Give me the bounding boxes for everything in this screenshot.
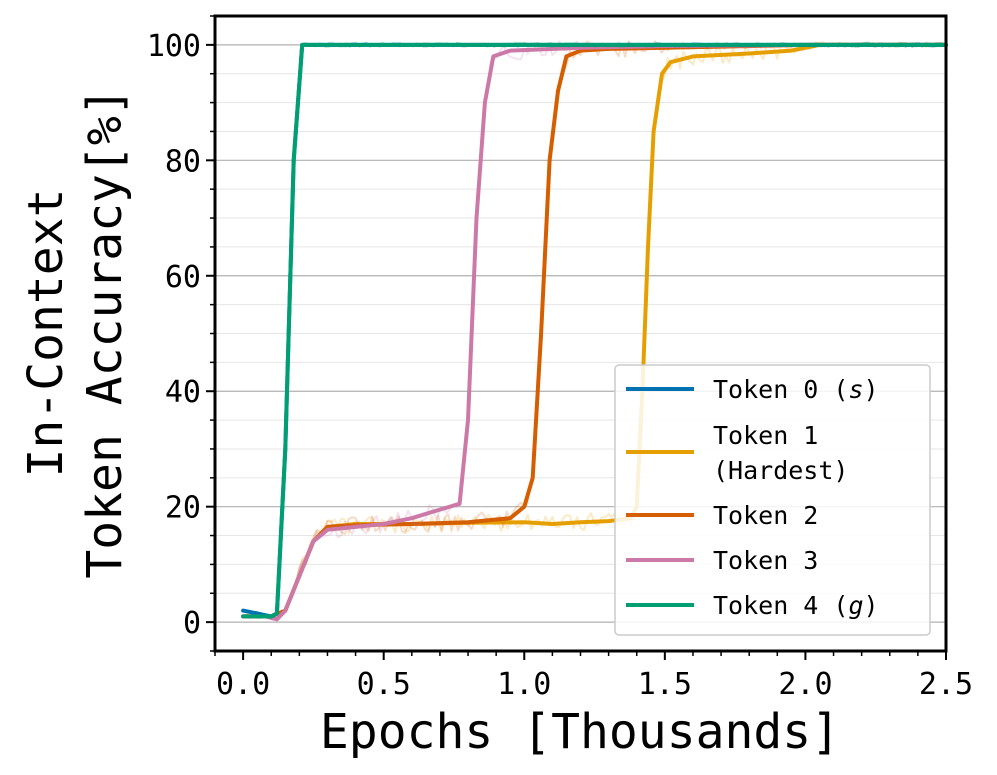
- tick-labels: 0 20 40 60 80 100 0.0 0.5 1.0 1.5 2.0 2.5: [147, 29, 973, 702]
- legend-entry-label: Token 0 (s): [713, 375, 879, 404]
- legend-entry-label: (Hardest): [713, 456, 848, 485]
- y-tick-label: 80: [165, 144, 201, 179]
- x-tick-label: 0.0: [216, 667, 270, 702]
- y-tick-label: 20: [165, 491, 201, 526]
- legend-label-part: Token 4 (: [713, 591, 848, 620]
- y-tick-label: 0: [183, 606, 201, 641]
- legend-label-part: Token 0 (: [713, 375, 848, 404]
- series-lines: [241, 40, 948, 622]
- y-tick-label: 60: [165, 260, 201, 295]
- y-axis-label-line-1: In-Context: [18, 189, 74, 478]
- legend-box: [614, 364, 931, 636]
- legend-entry-label: Token 3: [713, 546, 818, 575]
- legend-label-symbol: s: [848, 375, 863, 404]
- x-tick-label: 2.0: [778, 667, 832, 702]
- series-line: [241, 42, 948, 622]
- legend-entry-label: Token 1: [713, 421, 818, 450]
- x-tick-label: 1.0: [497, 667, 551, 702]
- x-tick-label: 0.5: [357, 667, 411, 702]
- y-axis-label-line-2: Token Accuracy[%]: [77, 87, 133, 578]
- x-axis-label: Epochs [Thousands]: [320, 704, 840, 760]
- axis-ticks: [206, 15, 947, 660]
- legend: Token 0 (s) Token 1 (Hardest) Token 2 Token …: [614, 364, 931, 636]
- x-tick-label: 1.5: [638, 667, 692, 702]
- y-tick-label: 40: [165, 375, 201, 410]
- legend-entry-label: Token 2: [713, 501, 818, 530]
- legend-label-part: ): [864, 375, 879, 404]
- legend-entry-label: Token 4 (g): [713, 591, 879, 620]
- legend-label-symbol: g: [848, 591, 863, 620]
- series-line: [241, 42, 948, 619]
- y-tick-label: 100: [147, 29, 201, 64]
- legend-label-part: ): [864, 591, 879, 620]
- x-tick-label: 2.5: [919, 667, 973, 702]
